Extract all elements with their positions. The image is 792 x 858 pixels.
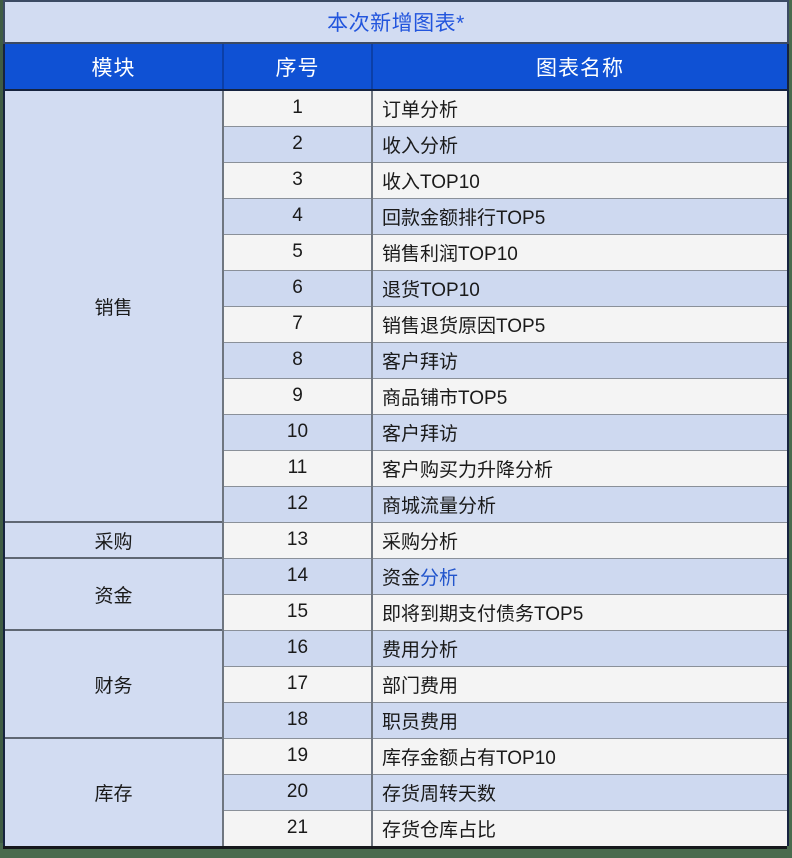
sequence-cell: 11 — [223, 450, 373, 487]
table-row[interactable]: 20 存货周转天数 — [4, 774, 790, 811]
table-row[interactable]: 9 商品铺市TOP5 — [4, 378, 790, 415]
table-row[interactable]: 4 回款金额排行TOP5 — [4, 198, 790, 235]
chart-name-cell: 退货TOP10 — [372, 270, 790, 307]
chart-name-cell: 回款金额排行TOP5 — [372, 198, 790, 235]
chart-name-cell: 商品铺市TOP5 — [372, 378, 790, 415]
table-row[interactable]: 6 退货TOP10 — [4, 270, 790, 307]
chart-name-cell: 订单分析 — [372, 90, 790, 127]
chart-name-cell: 资金分析 — [372, 558, 790, 595]
chart-name-cell: 收入TOP10 — [372, 162, 790, 199]
table-row[interactable]: 库存 19 库存金额占有TOP10 — [3, 737, 790, 846]
sequence-cell: 9 — [223, 378, 373, 415]
sequence-cell: 14 — [223, 558, 373, 595]
chart-name-cell: 客户购买力升降分析 — [372, 450, 790, 487]
table-title-row: 本次新增图表* — [2, 0, 790, 44]
chart-name-cell: 库存金额占有TOP10 — [372, 738, 790, 775]
sequence-cell: 7 — [223, 306, 373, 343]
sequence-cell: 16 — [223, 630, 373, 667]
table-body: 销售 1 订单分析 2 收入分析 3 收入TOP10 4 回款金额排行TOP5 5 销售利润TOP1… — [3, 90, 790, 846]
module-cell: 采购 — [3, 521, 224, 558]
sequence-cell: 3 — [223, 162, 373, 199]
table-row[interactable]: 财务 16 费用分析 — [3, 629, 790, 738]
left-edge-strip — [0, 0, 3, 843]
table-row[interactable]: 10 客户拜访 — [4, 414, 790, 451]
sequence-cell: 1 — [223, 90, 373, 127]
sequence-cell: 6 — [223, 270, 373, 307]
module-cell: 资金 — [3, 557, 224, 630]
sequence-cell: 10 — [223, 414, 373, 451]
sequence-cell: 5 — [223, 234, 373, 271]
chart-name-cell: 费用分析 — [372, 630, 790, 667]
column-header-module: 模块 — [3, 43, 224, 91]
sequence-cell: 20 — [223, 774, 373, 811]
sequence-cell: 12 — [223, 486, 373, 523]
chart-name-cell: 采购分析 — [372, 522, 790, 559]
table-row[interactable]: 采购 13 采购分析 — [3, 521, 790, 559]
sequence-cell: 13 — [223, 522, 373, 559]
sequence-cell: 21 — [223, 810, 373, 846]
sequence-cell: 8 — [223, 342, 373, 379]
sequence-cell: 18 — [223, 702, 373, 739]
column-header-seq: 序号 — [222, 43, 373, 91]
table-row[interactable]: 8 客户拜访 — [4, 342, 790, 379]
chart-name-cell: 存货仓库占比 — [372, 810, 790, 846]
sequence-cell: 19 — [223, 738, 373, 775]
chart-name-cell: 客户拜访 — [372, 342, 790, 379]
chart-name-cell: 部门费用 — [372, 666, 790, 703]
table-row[interactable]: 销售 1 订单分析 — [3, 90, 790, 522]
chart-name-cell: 销售退货原因TOP5 — [372, 306, 790, 343]
table-row[interactable]: 3 收入TOP10 — [4, 162, 790, 199]
table-row[interactable]: 5 销售利润TOP10 — [4, 234, 790, 271]
table-row[interactable]: 资金 14 资金分析 — [3, 557, 790, 630]
module-cell: 库存 — [3, 737, 224, 846]
sequence-cell: 17 — [223, 666, 373, 703]
table-row[interactable]: 7 销售退货原因TOP5 — [4, 306, 790, 343]
sequence-cell: 2 — [223, 126, 373, 163]
table-header-row: 模块 序号 图表名称 — [3, 43, 790, 91]
chart-name-cell: 即将到期支付债务TOP5 — [372, 594, 790, 631]
column-header-name: 图表名称 — [370, 43, 790, 91]
chart-name-highlight: 分析 — [420, 567, 459, 589]
chart-name-cell: 存货周转天数 — [372, 774, 790, 811]
module-cell: 财务 — [3, 629, 224, 738]
chart-name-plain: 资金 — [382, 567, 421, 589]
chart-name-cell: 收入分析 — [372, 126, 790, 163]
chart-name-cell: 职员费用 — [372, 702, 790, 739]
table-row[interactable]: 18 职员费用 — [4, 702, 790, 739]
table-row[interactable]: 17 部门费用 — [4, 666, 790, 703]
chart-name-cell: 商城流量分析 — [372, 486, 790, 523]
table-row[interactable]: 2 收入分析 — [4, 126, 790, 163]
table-row[interactable]: 11 客户购买力升降分析 — [4, 450, 790, 487]
table-row[interactable]: 15 即将到期支付债务TOP5 — [4, 594, 790, 631]
table-row[interactable]: 21 存货仓库占比 — [4, 810, 790, 846]
module-cell: 销售 — [3, 90, 224, 522]
chart-name-cell: 客户拜访 — [372, 414, 790, 451]
sequence-cell: 15 — [223, 594, 373, 631]
page-title: 本次新增图表* — [2, 0, 790, 44]
sequence-cell: 4 — [223, 198, 373, 235]
chart-name-cell: 销售利润TOP10 — [372, 234, 790, 271]
table-row[interactable]: 12 商城流量分析 — [4, 486, 790, 523]
